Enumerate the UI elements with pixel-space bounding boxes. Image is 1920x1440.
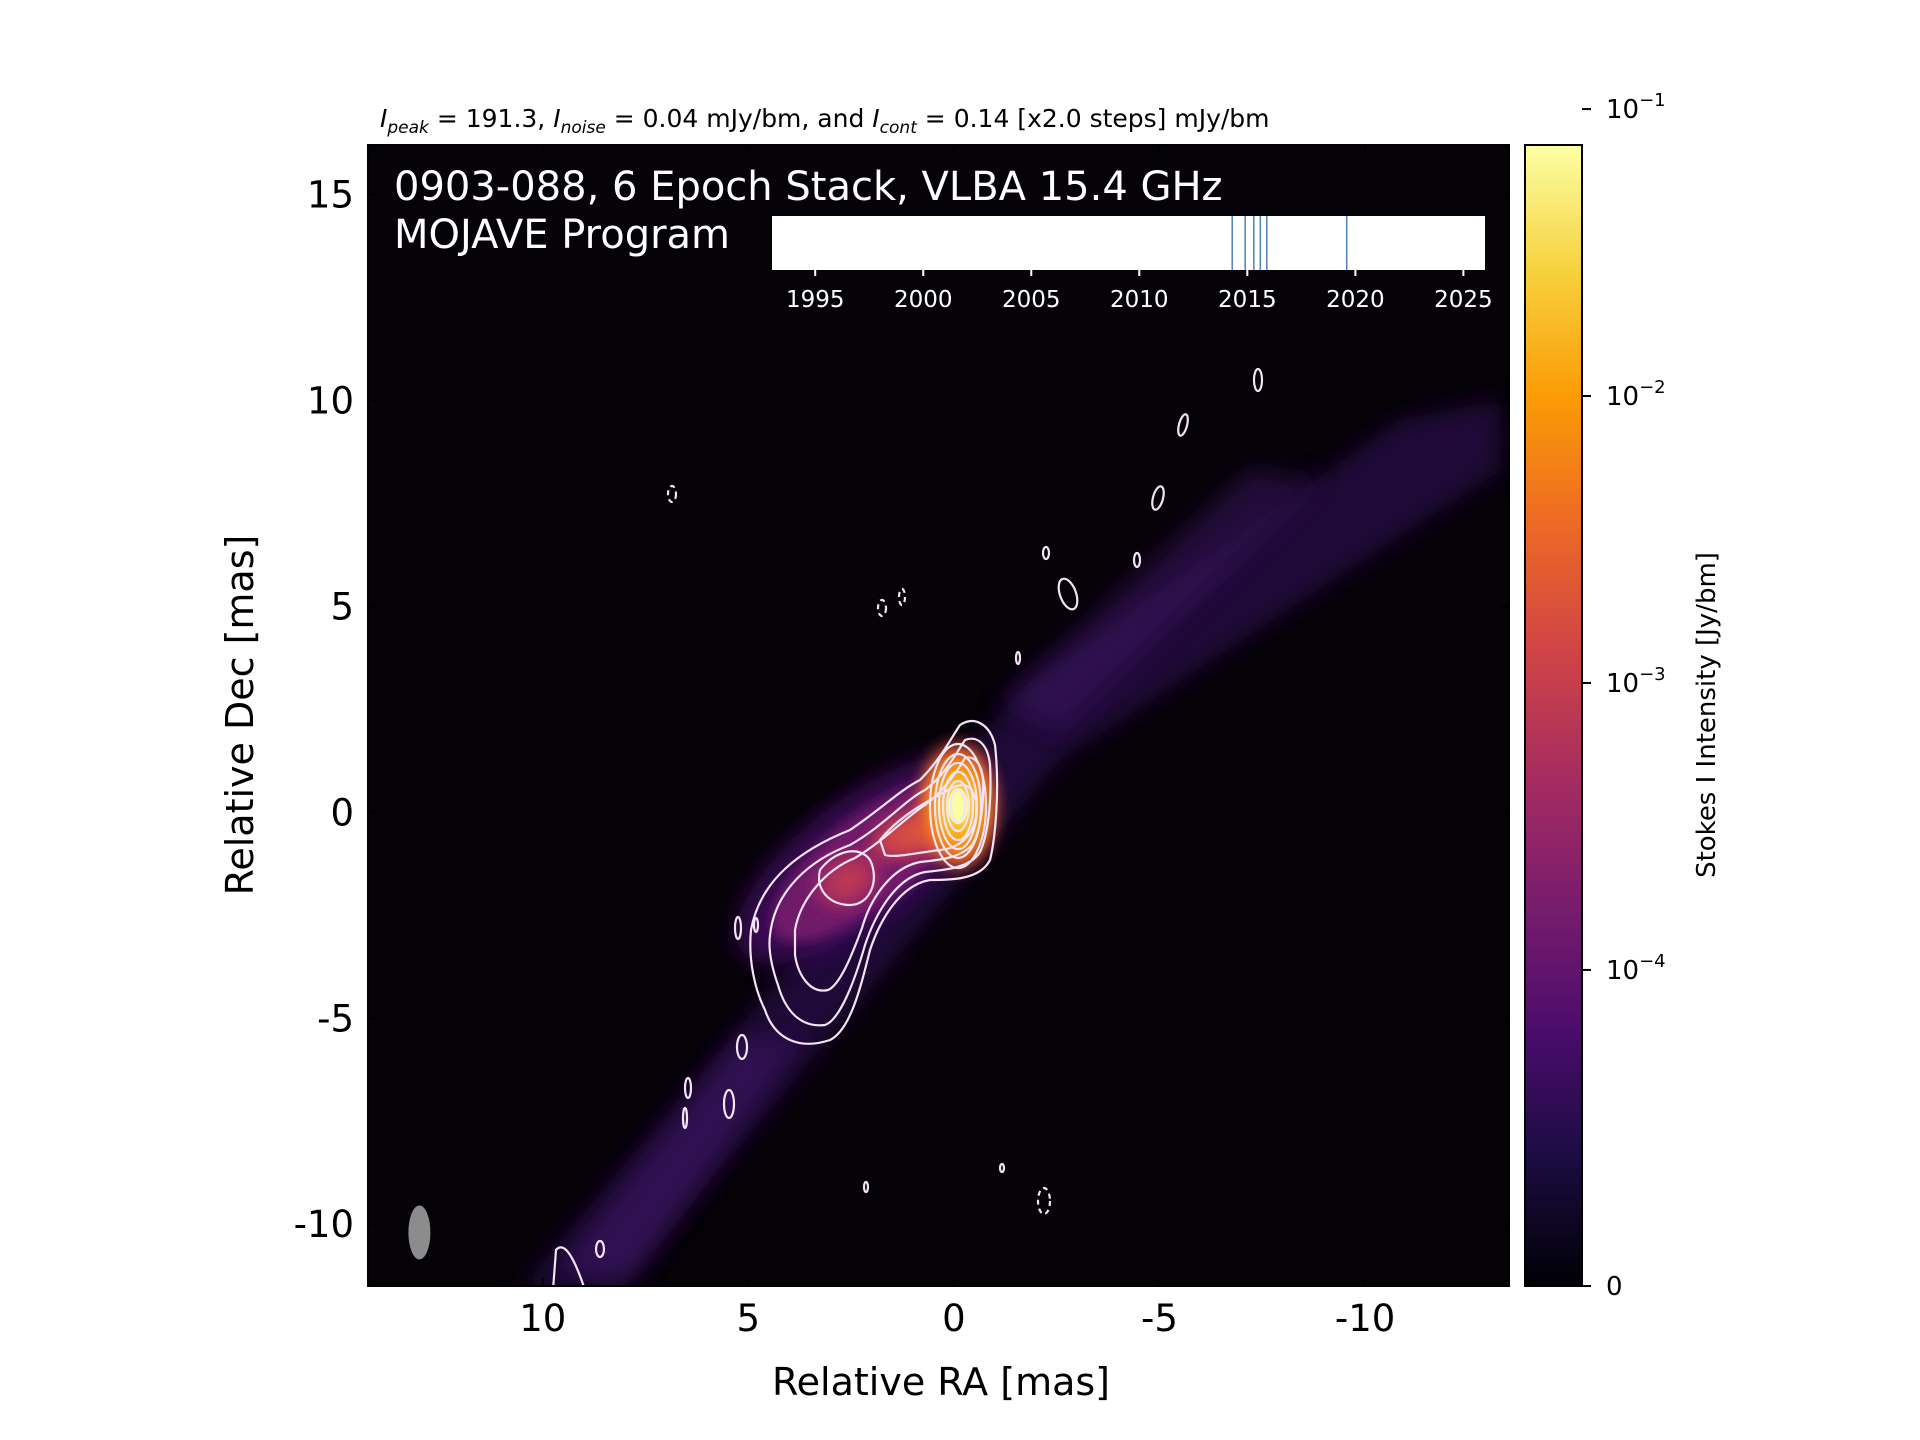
x-tick-label: 10 [519, 1297, 566, 1340]
colorbar-tick-label: 10−2 [1606, 377, 1666, 412]
negative-contour-3 [897, 587, 907, 607]
colorbar-tick-exponent: −4 [1639, 951, 1666, 972]
colorbar-tick-base: 10 [1606, 669, 1639, 699]
contour-island-7 [1014, 650, 1022, 666]
epoch-timeline-box [772, 216, 1485, 270]
colorbar-tick-base: 10 [1606, 382, 1639, 412]
noise-subscript: noise [561, 118, 606, 138]
epoch-timeline-inset: 1995 2000 2005 2010 2015 2020 2025 [772, 216, 1493, 313]
contour-island-14 [594, 1239, 606, 1259]
negative-contour-4 [1036, 1186, 1052, 1216]
contour-island-2 [1177, 413, 1189, 437]
cont-value-text: = 0.14 [x2.0 steps] mJy/bm [917, 104, 1270, 133]
colorbar: 010−410−310−210−1 Stokes I Intensity [Jy… [1524, 90, 1722, 1302]
epoch-tick-label: 2010 [1110, 287, 1169, 313]
contour-island-16 [998, 1162, 1006, 1174]
epoch-tick-label: 2000 [894, 287, 953, 313]
noise-symbol: I [553, 104, 560, 133]
contour-level-7 [933, 752, 983, 860]
colorbar-tick-exponent: −3 [1639, 664, 1666, 685]
noise-value-text: = 0.04 mJy/bm, and [606, 104, 873, 133]
contour-island-10 [735, 1033, 749, 1061]
y-axis-ticks: 15 10 5 0 -5 -10 [294, 173, 1509, 1246]
colorbar-label: Stokes I Intensity [Jy/bm] [1692, 552, 1722, 878]
contour-level-9 [941, 770, 975, 842]
y-tick-label: -10 [294, 1203, 354, 1246]
peak-subscript: peak [386, 118, 430, 138]
contour-island-8 [733, 915, 743, 941]
x-tick-label: -5 [1141, 1297, 1178, 1340]
source-title: 0903-088, 6 Epoch Stack, VLBA 15.4 GHz [394, 164, 1223, 210]
intensity-map: 0903-088, 6 Epoch Stack, VLBA 15.4 GHz M… [294, 144, 1510, 1340]
contour-level-6 [928, 742, 988, 870]
peak-symbol: I [380, 104, 387, 133]
y-tick-label: 5 [330, 585, 354, 628]
x-tick-label: 0 [942, 1297, 966, 1340]
contour-island-6 [1041, 545, 1051, 561]
contour-island-9 [752, 916, 760, 934]
colorbar-tick-label: 10−1 [1606, 90, 1666, 125]
epoch-tick-label: 1995 [786, 287, 845, 313]
x-axis-ticks: 10 5 0 -5 -10 [519, 145, 1395, 1340]
contour-island-1 [1252, 367, 1264, 393]
y-tick-label: 10 [307, 379, 354, 422]
map-frame [367, 144, 1510, 1287]
beam-ellipse [408, 1205, 431, 1260]
contour-level-8 [937, 761, 979, 851]
negative-contours [666, 484, 1052, 1216]
cont-subscript: cont [880, 118, 919, 138]
epoch-tick-label: 2015 [1218, 287, 1277, 313]
epoch-lines [1231, 216, 1348, 270]
epoch-tick-label: 2020 [1326, 287, 1385, 313]
contour-island-3 [1151, 485, 1165, 511]
x-axis-label: Relative RA [mas] [772, 1360, 1110, 1404]
colorbar-tick-base: 0 [1606, 1272, 1623, 1302]
x-tick-label: -10 [1335, 1297, 1395, 1340]
colorbar-tick-exponent: −2 [1639, 377, 1666, 398]
colorbar-tick-exponent: −1 [1639, 90, 1666, 111]
y-tick-label: 0 [330, 791, 354, 834]
y-axis-label: Relative Dec [mas] [218, 535, 262, 896]
y-tick-label: -5 [317, 997, 354, 1040]
colorbar-tick-base: 10 [1606, 956, 1639, 986]
contours [552, 367, 1264, 1286]
colorbar-tick-base: 10 [1606, 95, 1639, 125]
contour-level-2 [768, 737, 992, 1027]
colorbar-tick-label: 10−3 [1606, 664, 1666, 699]
plot-header: Ipeak = 191.3, Inoise = 0.04 mJy/bm, and… [380, 104, 1270, 138]
epoch-tick-label: 2025 [1434, 287, 1493, 313]
colorbar-ticks: 010−410−310−210−1 [1582, 90, 1666, 1302]
jet-faint-ridge-upper [1000, 470, 1320, 730]
contour-level-10 [945, 779, 971, 833]
contour-island-5 [1057, 577, 1079, 611]
contour-edge-blob [552, 1246, 585, 1286]
negative-contour-1 [666, 484, 678, 504]
program-name: MOJAVE Program [394, 212, 730, 258]
contour-island-15 [862, 1180, 870, 1194]
contour-island-4 [1132, 551, 1142, 569]
colorbar-tick-label: 0 [1606, 1272, 1623, 1302]
cont-symbol: I [872, 104, 879, 133]
contour-island-12 [683, 1076, 693, 1100]
contour-level-11 [949, 788, 967, 824]
contour-island-11 [722, 1088, 736, 1120]
epoch-ticks: 1995 2000 2005 2010 2015 2020 2025 [786, 270, 1493, 313]
negative-contour-2 [876, 598, 888, 618]
contour-level-1 [749, 720, 999, 1045]
colorbar-gradient [1524, 144, 1583, 1287]
jet-faint-ridge [560, 1040, 800, 1280]
contour-level-4 [817, 850, 875, 907]
colorbar-tick-label: 10−4 [1606, 951, 1666, 986]
peak-value-text: = 191.3, [429, 104, 553, 133]
y-tick-label: 15 [307, 173, 354, 216]
epoch-tick-label: 2005 [1002, 287, 1061, 313]
x-tick-label: 5 [737, 1297, 761, 1340]
map-background [368, 145, 1509, 1286]
contour-island-13 [681, 1106, 689, 1130]
